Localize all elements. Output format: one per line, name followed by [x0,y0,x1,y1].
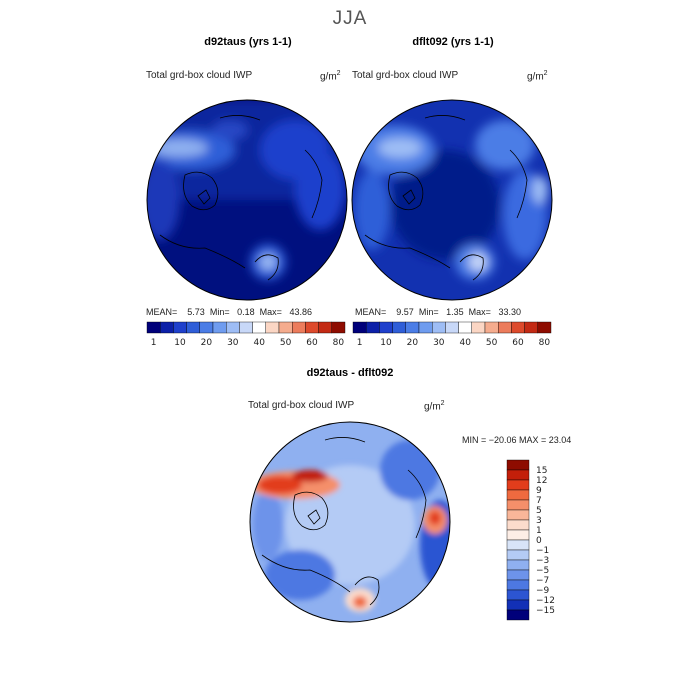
dlegend-swatch [506,529,530,541]
cbar2-swatch [432,321,446,334]
cbar2-tick-label: 20 [407,338,419,348]
cbar2-swatch [498,321,512,334]
cbar2-swatch [418,321,433,334]
dlegend-label: 1 [536,526,542,536]
dlegend-swatch [506,569,530,581]
cbar1-tick-label: 20 [201,338,213,348]
panel1-stats: MEAN= 5.73 Min= 0.18 Max= 43.86 [146,307,312,317]
dlegend-swatch [506,459,530,471]
cbar1-swatch [305,321,319,334]
cbar1-swatch [225,321,240,334]
panel1-units: g/m2 [320,70,341,83]
dlegend-label: −7 [536,576,549,586]
cbar2-swatch [392,321,407,334]
panel2-variable-label: Total grd-box cloud IWP [352,70,459,81]
cbar1-swatch [265,321,280,334]
dlegend-label: −3 [536,556,549,566]
dlegend-label: 0 [536,536,542,546]
cbar2-tick-label: 50 [486,338,498,348]
cbar1-tick-label: 40 [253,338,265,348]
cbar2-swatch [484,321,499,334]
diff-panel-title: d92taus - dflt092 [306,367,394,379]
cbar1-tick-label: 80 [333,338,345,348]
cbar1-swatch [186,321,201,334]
cbar2-swatch [379,321,393,334]
map-difference [249,421,451,623]
colorbar-dflt092: 1 10 20 30 40 50 60 80 [352,321,552,348]
colorbar-d92taus: 1 10 20 30 40 50 60 80 [146,321,346,348]
cbar1-tick-label: 1 [151,338,157,348]
cbar1-swatch [292,321,306,334]
cbar1-swatch [173,321,187,334]
dlegend-swatch [506,559,530,571]
cbar1-swatch [212,321,227,334]
cbar1-tick-label: 60 [306,338,318,348]
dlegend-swatch [506,599,530,611]
dlegend-label: 5 [536,506,542,516]
panel2-title: dflt092 (yrs 1-1) [412,36,494,48]
dlegend-swatch [506,539,530,551]
cbar1-swatch [331,321,346,334]
cbar1-swatch [318,321,333,334]
cbar2-swatch [458,321,473,334]
dlegend-label: 15 [536,466,547,476]
dlegend-label: −1 [536,546,549,556]
diff-panel-variable-label: Total grd-box cloud IWP [248,400,355,411]
cbar2-swatch [405,321,420,334]
dlegend-label: 7 [536,496,542,506]
map-dflt092 [351,99,553,301]
dlegend-swatch [506,479,530,491]
cbar2-swatch [352,321,367,334]
cbar2-swatch [537,321,552,334]
dlegend-label: −5 [536,566,549,576]
cbar1-swatch [252,321,267,334]
diff-panel-stats: MIN = −20.06 MAX = 23.04 [462,435,572,445]
dlegend-label: 9 [536,486,542,496]
cbar2-tick-label: 10 [380,338,392,348]
cbar2-tick-label: 60 [512,338,524,348]
cbar1-swatch [159,321,174,334]
panel1-variable-label: Total grd-box cloud IWP [146,70,253,81]
cbar1-tick-label: 10 [174,338,186,348]
cbar2-swatch [366,321,380,334]
map-d92taus [146,99,348,301]
dlegend-swatch [506,589,530,601]
dlegend-swatch [506,469,530,481]
dlegend-label: −15 [536,606,555,616]
cbar2-swatch [445,321,459,334]
dlegend-label: 12 [536,476,547,486]
cbar2-tick-label: 80 [539,338,551,348]
diff-panel-units: g/m2 [424,400,445,413]
cbar1-swatch [278,321,293,334]
cbar2-tick-label: 1 [357,338,363,348]
dlegend-swatch [506,579,530,591]
cbar2-swatch [471,321,486,334]
dlegend-label: 3 [536,516,542,526]
dlegend-label: −12 [536,596,555,606]
panel2-units: g/m2 [527,70,548,83]
panel1-title: d92taus (yrs 1-1) [204,36,292,48]
dlegend-swatch [506,519,530,531]
cbar1-tick-label: 50 [280,338,292,348]
dlegend-label: −9 [536,586,550,596]
season-title: JJA [332,8,368,29]
dlegend-swatch [506,509,530,521]
cbar1-swatch [146,321,161,334]
dlegend-swatch [506,609,530,621]
cbar1-swatch [199,321,214,334]
dlegend-swatch [506,499,530,511]
cbar2-swatch [511,321,525,334]
cbar2-tick-label: 40 [459,338,471,348]
dlegend-swatch [506,489,530,501]
dlegend-swatch [506,549,530,561]
cbar2-swatch [524,321,538,334]
cbar2-tick-label: 30 [433,338,445,348]
panel2-stats: MEAN= 9.57 Min= 1.35 Max= 33.30 [355,307,521,317]
cbar1-swatch [239,321,253,334]
cbar1-tick-label: 30 [227,338,239,348]
